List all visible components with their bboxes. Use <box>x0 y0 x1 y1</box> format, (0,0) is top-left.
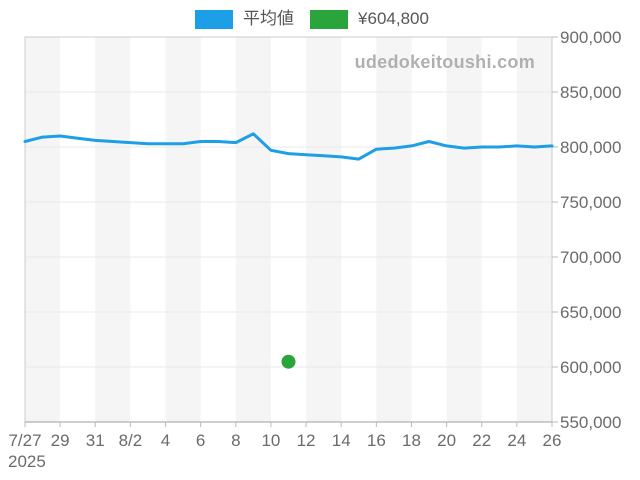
x-axis-year-label: 2025 <box>8 452 46 471</box>
svg-text:850,000: 850,000 <box>560 83 621 102</box>
svg-text:31: 31 <box>86 431 105 450</box>
y-axis-labels: 550,000 600,000 650,000 700,000 750,000 800,0… <box>560 28 621 432</box>
svg-text:16: 16 <box>367 431 386 450</box>
svg-text:750,000: 750,000 <box>560 193 621 212</box>
svg-text:800,000: 800,000 <box>560 138 621 157</box>
price-point-swatch <box>310 9 349 29</box>
svg-text:550,000: 550,000 <box>560 413 621 432</box>
svg-text:700,000: 700,000 <box>560 248 621 267</box>
average-series-label: 平均値 <box>243 9 295 28</box>
svg-text:7/27: 7/27 <box>8 431 41 450</box>
svg-text:8: 8 <box>231 431 240 450</box>
svg-text:18: 18 <box>402 431 421 450</box>
svg-text:4: 4 <box>161 431 170 450</box>
svg-text:26: 26 <box>543 431 562 450</box>
plot-stripes <box>25 37 552 422</box>
price-point-label: ¥604,800 <box>358 9 429 28</box>
listing-price-dot <box>281 354 296 369</box>
svg-text:22: 22 <box>472 431 491 450</box>
svg-text:8/2: 8/2 <box>119 431 143 450</box>
svg-text:20: 20 <box>437 431 456 450</box>
svg-text:900,000: 900,000 <box>560 28 621 47</box>
svg-text:29: 29 <box>51 431 70 450</box>
chart-legend: 平均値 ¥604,800 <box>0 8 640 30</box>
average-series-swatch <box>195 9 234 29</box>
svg-text:12: 12 <box>297 431 316 450</box>
svg-text:14: 14 <box>332 431 351 450</box>
site-watermark: udedokeitoushi.com <box>354 52 535 72</box>
svg-text:10: 10 <box>261 431 280 450</box>
svg-text:24: 24 <box>507 431 526 450</box>
svg-text:600,000: 600,000 <box>560 358 621 377</box>
svg-text:650,000: 650,000 <box>560 303 621 322</box>
x-axis-labels: 7/27 29 31 8/2 4 6 8 10 12 14 16 18 20 22 24 26 <box>8 431 561 450</box>
average-price-line <box>23 132 554 161</box>
svg-text:6: 6 <box>196 431 205 450</box>
